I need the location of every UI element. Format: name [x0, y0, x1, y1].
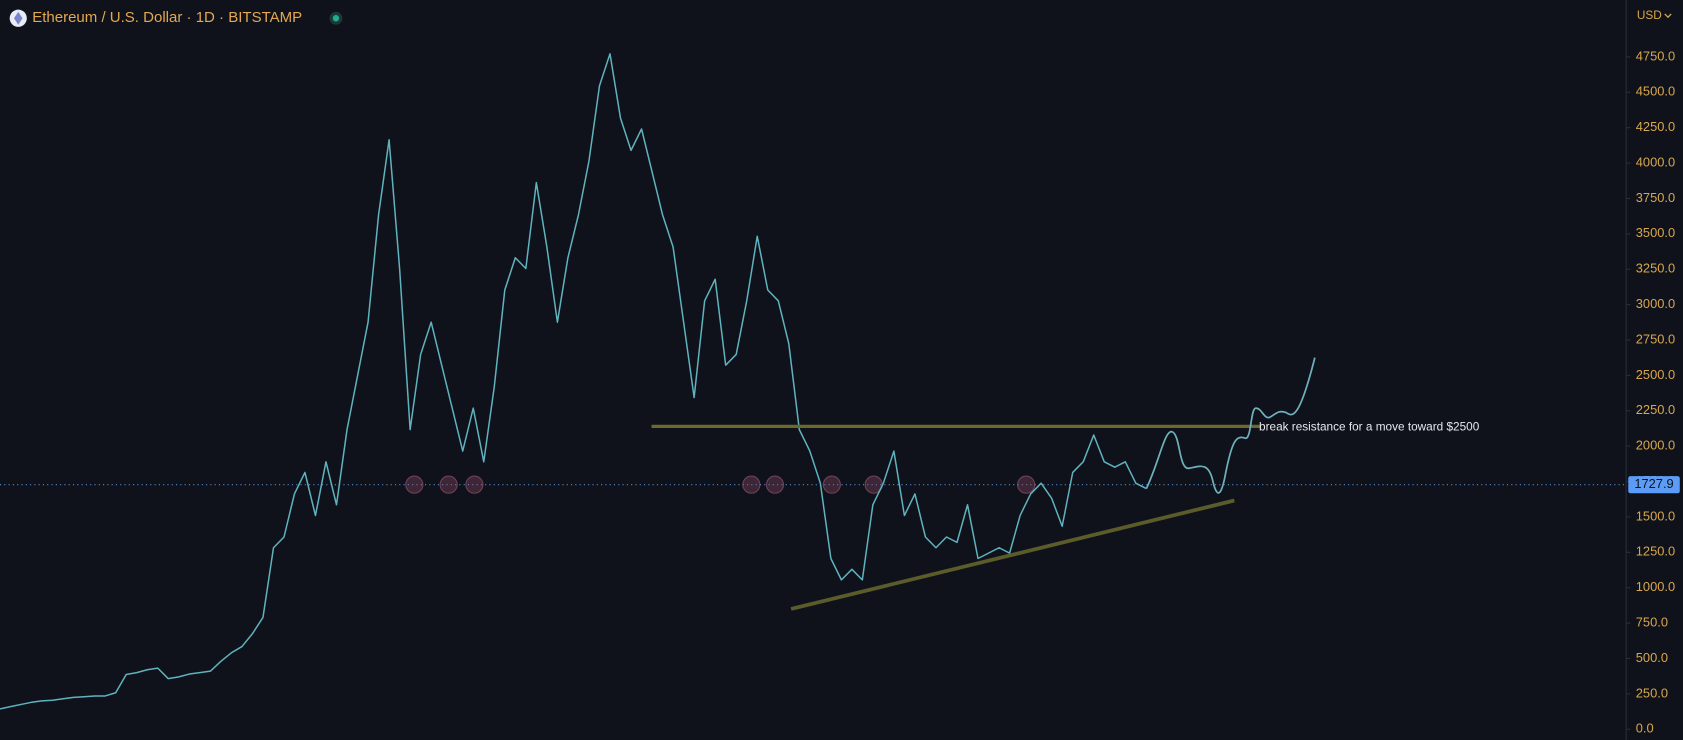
- y-tick-label: 1500.0: [1636, 508, 1675, 523]
- currency-button[interactable]: USD: [1637, 8, 1662, 22]
- y-tick-label: 0.0: [1636, 721, 1654, 736]
- y-tick-label: 4500.0: [1636, 84, 1675, 99]
- y-tick-label: 2000.0: [1636, 438, 1675, 453]
- currency-chevron[interactable]: [1664, 13, 1672, 19]
- y-tick-label: 3250.0: [1636, 261, 1675, 276]
- live-dot: [332, 15, 340, 22]
- trend-line: [790, 498, 1235, 611]
- y-tick-label: 2500.0: [1636, 367, 1675, 382]
- y-tick-label: 4750.0: [1636, 48, 1675, 63]
- y-tick-label: 2750.0: [1636, 331, 1675, 346]
- last-price-label: 1727.9: [1634, 476, 1673, 491]
- y-tick-label: 1000.0: [1636, 579, 1675, 594]
- projection-path: [1145, 357, 1316, 494]
- touch-marker: [439, 475, 458, 494]
- chart-title: Ethereum / U.S. Dollar · 1D · BITSTAMP: [32, 9, 302, 26]
- y-tick-label: 250.0: [1636, 685, 1668, 700]
- y-tick-label: 1250.0: [1636, 544, 1675, 559]
- y-tick-label: 4250.0: [1636, 119, 1675, 134]
- y-tick-label: 3750.0: [1636, 190, 1675, 205]
- y-tick-label: 2250.0: [1636, 402, 1675, 417]
- price-line: [0, 53, 1147, 710]
- y-tick-label: 4000.0: [1636, 154, 1675, 169]
- annotation: break resistance for a move toward $2500: [1259, 420, 1480, 434]
- touch-marker: [405, 475, 424, 494]
- y-tick-label: 3000.0: [1636, 296, 1675, 311]
- touch-marker: [822, 475, 841, 494]
- touch-marker: [1016, 475, 1036, 494]
- touch-marker: [465, 475, 484, 494]
- touch-marker: [742, 475, 761, 494]
- y-tick-label: 500.0: [1636, 650, 1668, 665]
- y-tick-label: 3500.0: [1636, 225, 1675, 240]
- touch-marker: [765, 475, 785, 494]
- symbol-icon-glyph: [13, 11, 23, 25]
- y-tick-label: 750.0: [1636, 614, 1668, 629]
- last-price-tag: [1628, 476, 1680, 494]
- plot: [0, 53, 1627, 710]
